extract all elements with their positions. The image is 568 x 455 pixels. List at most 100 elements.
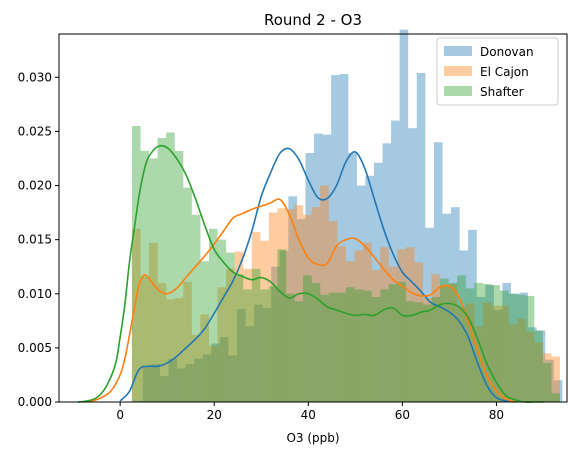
donovan-hist-bar xyxy=(339,74,349,403)
el-cajon-hist-bar xyxy=(328,221,338,402)
shafter-legend-swatch xyxy=(444,86,472,96)
donovan-hist-bar xyxy=(553,380,563,402)
el-cajon-hist-bar xyxy=(166,299,175,402)
shafter-hist-bar xyxy=(542,363,552,402)
donovan-hist-bar xyxy=(219,337,229,402)
el-cajon-hist-bar xyxy=(371,269,381,402)
donovan-hist-bar xyxy=(399,29,409,402)
el-cajon-hist-bar xyxy=(551,356,560,402)
el-cajon-hist-bar xyxy=(208,345,218,402)
shafter-hist-bar xyxy=(508,293,518,402)
shafter-hist-bar xyxy=(200,261,209,402)
donovan-hist-bar xyxy=(365,175,375,402)
shafter-hist-bar xyxy=(422,304,432,402)
el-cajon-hist-bar xyxy=(149,242,158,402)
legend-frame xyxy=(436,37,559,106)
donovan-hist-bar xyxy=(433,142,443,403)
el-cajon-hist-bar xyxy=(277,208,287,402)
el-cajon-hist-bar xyxy=(260,240,269,402)
donovan-hist-bar xyxy=(519,292,529,402)
y-tick-label: 0.030 xyxy=(18,70,52,84)
donovan-hist-bar xyxy=(236,308,246,402)
x-tick-label: 20 xyxy=(207,408,222,422)
el-cajon-hist-bar xyxy=(500,305,509,402)
el-cajon-hist-bar xyxy=(414,262,424,402)
shafter-hist-bar xyxy=(286,293,295,402)
donovan-hist-bar xyxy=(305,153,315,402)
shafter-hist-bar xyxy=(311,282,321,402)
el-cajon-hist-bar xyxy=(243,268,252,402)
donovan-hist-bar xyxy=(151,364,160,402)
el-cajon-hist-bar xyxy=(534,342,543,402)
shafter-hist-bar xyxy=(405,301,415,402)
shafter-hist-bar xyxy=(337,292,346,402)
shafter-hist-bar xyxy=(260,289,269,402)
donovan-hist-bar xyxy=(288,196,297,402)
donovan-hist-bar xyxy=(177,368,186,402)
donovan-hist-bar xyxy=(356,185,366,402)
shafter-hist-bar xyxy=(157,137,167,402)
donovan-kde-line xyxy=(119,147,516,403)
el-cajon-kde-line xyxy=(82,198,516,403)
el-cajon-hist-bar xyxy=(380,247,389,402)
donovan-hist-bar xyxy=(425,227,434,402)
x-axis-label: O3 (ppb) xyxy=(286,431,339,445)
el-cajon-hist-bar xyxy=(191,334,201,402)
donovan-hist-bar xyxy=(536,330,546,402)
el-cajon-hist-bar xyxy=(363,242,372,402)
donovan-hist-bar xyxy=(493,310,503,402)
el-cajon-hist-bar xyxy=(303,214,312,402)
el-cajon-hist-bar xyxy=(200,314,209,402)
donovan-hist-bar xyxy=(159,376,169,402)
el-cajon-hist-bar xyxy=(337,246,346,402)
el-cajon-hist-bar xyxy=(131,228,141,402)
el-cajon-hist-bar xyxy=(311,207,321,402)
el-cajon-hist-bar xyxy=(397,249,406,402)
x-tick-label: 80 xyxy=(489,408,504,422)
shafter-hist-bar xyxy=(363,290,372,402)
shafter-hist-bar xyxy=(551,393,560,402)
el-cajon-hist-bar xyxy=(183,281,192,402)
donovan-hist-bar xyxy=(459,250,469,402)
donovan-hist-bar xyxy=(485,285,494,402)
donovan-hist-bar xyxy=(416,72,426,403)
donovan-legend-swatch xyxy=(444,46,472,56)
el-cajon-hist-bar xyxy=(345,261,355,402)
shafter-hist-bar xyxy=(457,275,466,402)
el-cajon-hist-bar xyxy=(140,276,150,402)
shafter-hist-bar xyxy=(517,294,526,402)
el-cajon-hist-bar xyxy=(354,250,364,402)
x-tick-label: 40 xyxy=(301,408,316,422)
shafter-hist-bar xyxy=(191,214,201,402)
donovan-hist-bar xyxy=(442,213,452,402)
shafter-hist-bar xyxy=(440,278,449,402)
donovan-hist-bar xyxy=(510,293,520,402)
shafter-hist-bar xyxy=(226,252,235,402)
el-cajon-hist-bar xyxy=(251,232,261,402)
y-tick-label: 0.015 xyxy=(18,233,52,247)
donovan-hist-bar xyxy=(228,355,238,402)
el-cajon-hist-bar xyxy=(482,302,492,402)
shafter-hist-bar xyxy=(131,126,141,402)
shafter-hist-bar xyxy=(294,301,304,402)
shafter-hist-bar xyxy=(320,294,329,402)
el-cajon-legend-swatch xyxy=(444,66,472,76)
shafter-hist-bar xyxy=(183,187,192,402)
el-cajon-hist-bar xyxy=(422,298,432,402)
x-axis: 0 20 40 60 80 xyxy=(116,402,504,422)
el-cajon-hist-bar xyxy=(542,353,552,402)
el-cajon-hist-bar xyxy=(174,298,184,402)
donovan-hist-bar xyxy=(468,229,477,402)
legend[interactable]: Donovan El Cajon Shafter xyxy=(436,37,559,106)
shafter-hist-bar xyxy=(491,285,501,402)
donovan-hist-bar xyxy=(545,359,554,402)
el-cajon-hist-bar xyxy=(388,266,398,402)
donovan-hist-bar xyxy=(502,282,511,402)
shafter-hist-bar xyxy=(140,150,150,402)
el-cajon-hist-bar xyxy=(525,331,535,402)
legend-label: Shafter xyxy=(480,85,524,99)
el-cajon-hist-bar xyxy=(508,324,518,402)
shafter-hist-bar xyxy=(217,239,227,402)
el-cajon-hist-bar xyxy=(320,185,329,402)
legend-label: Donovan xyxy=(480,45,534,59)
